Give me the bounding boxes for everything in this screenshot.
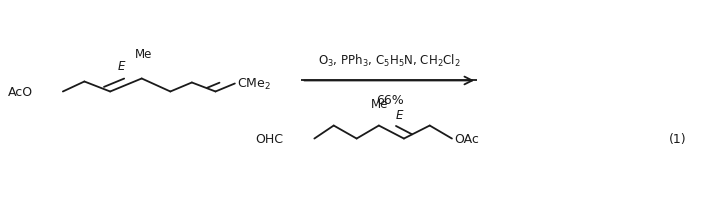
Text: $E$: $E$ bbox=[117, 60, 126, 73]
Text: CMe$_2$: CMe$_2$ bbox=[237, 77, 271, 92]
Text: O$_3$, PPh$_3$, C$_5$H$_5$N, CH$_2$Cl$_2$: O$_3$, PPh$_3$, C$_5$H$_5$N, CH$_2$Cl$_2… bbox=[318, 53, 461, 69]
Text: AcO: AcO bbox=[8, 86, 32, 99]
Text: OHC: OHC bbox=[256, 132, 284, 145]
Text: 66%: 66% bbox=[375, 94, 404, 107]
Text: Me: Me bbox=[135, 48, 152, 61]
Text: Me: Me bbox=[371, 97, 388, 110]
Text: OAc: OAc bbox=[454, 132, 479, 145]
Text: $E$: $E$ bbox=[395, 108, 404, 121]
Text: (1): (1) bbox=[669, 132, 687, 145]
